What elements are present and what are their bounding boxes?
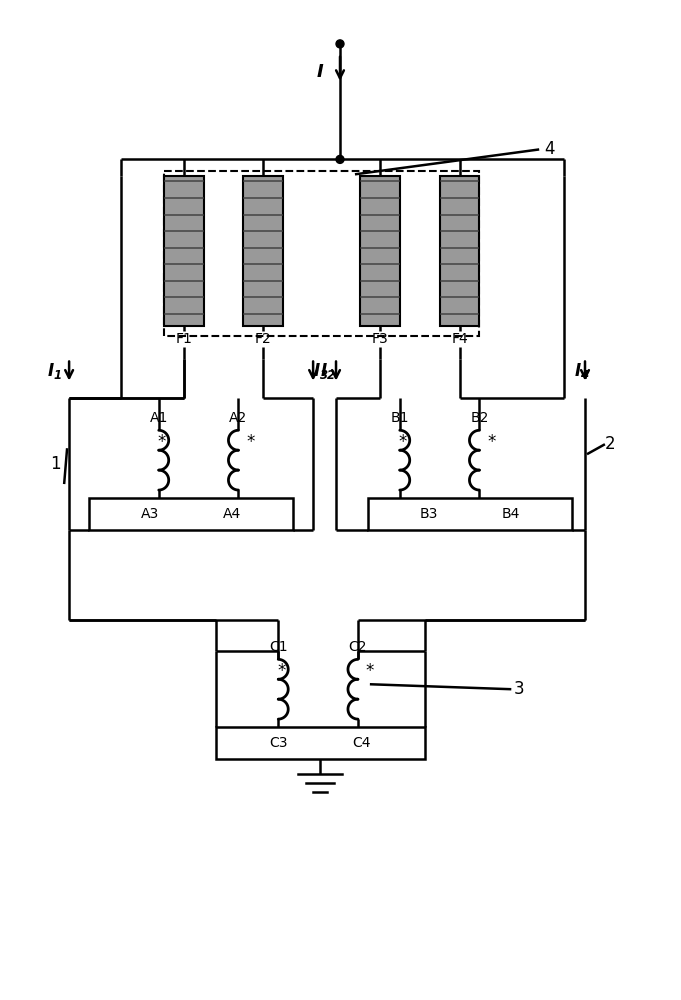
Text: B2: B2 xyxy=(471,411,489,425)
Text: 3: 3 xyxy=(514,680,524,698)
Text: $\bfit{I}_1$: $\bfit{I}_1$ xyxy=(46,361,62,381)
Text: C2: C2 xyxy=(349,640,367,654)
Bar xyxy=(89,498,294,530)
Text: F1: F1 xyxy=(175,332,192,346)
Text: *: * xyxy=(487,433,496,451)
Text: $\bfit{I}_2$: $\bfit{I}_2$ xyxy=(320,361,336,381)
Text: *: * xyxy=(366,662,374,680)
Text: A4: A4 xyxy=(223,507,241,521)
Text: 4: 4 xyxy=(544,140,554,158)
Text: B3: B3 xyxy=(420,507,439,521)
Text: A1: A1 xyxy=(150,411,168,425)
Text: C1: C1 xyxy=(269,640,287,654)
Text: *: * xyxy=(157,433,166,451)
Text: $\bfit{I}_3$: $\bfit{I}_3$ xyxy=(313,361,329,381)
Circle shape xyxy=(336,155,344,163)
Text: F3: F3 xyxy=(371,332,388,346)
Text: *: * xyxy=(247,433,255,451)
Bar xyxy=(163,171,479,336)
Text: B4: B4 xyxy=(502,507,520,521)
Bar xyxy=(360,176,400,326)
Text: 2: 2 xyxy=(605,435,615,453)
Text: C4: C4 xyxy=(353,736,371,750)
Text: B1: B1 xyxy=(390,411,409,425)
Bar xyxy=(440,176,479,326)
Bar xyxy=(368,498,572,530)
Bar xyxy=(243,176,283,326)
Text: F4: F4 xyxy=(451,332,468,346)
Text: C3: C3 xyxy=(269,736,287,750)
Text: 1: 1 xyxy=(50,455,61,473)
Circle shape xyxy=(336,40,344,48)
Text: F2: F2 xyxy=(255,332,272,346)
Bar xyxy=(215,727,425,759)
Bar xyxy=(163,176,204,326)
Text: *: * xyxy=(398,433,407,451)
Text: $\bfit{I}_4$: $\bfit{I}_4$ xyxy=(574,361,590,381)
Text: A3: A3 xyxy=(141,507,159,521)
Text: *: * xyxy=(277,662,285,680)
Text: $\bfit{I}$: $\bfit{I}$ xyxy=(316,63,324,81)
Text: A2: A2 xyxy=(229,411,247,425)
